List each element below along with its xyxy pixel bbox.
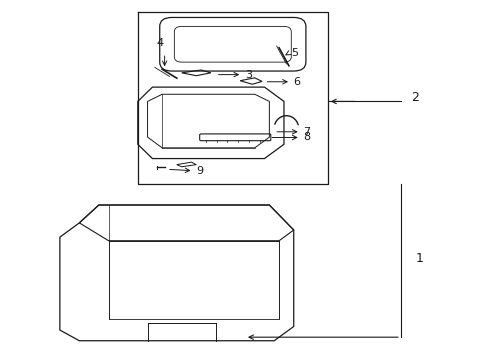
Text: 6: 6 <box>267 77 301 87</box>
Text: 1: 1 <box>416 252 423 265</box>
Text: 7: 7 <box>277 127 311 137</box>
Text: 8: 8 <box>272 132 311 143</box>
Text: 2: 2 <box>411 91 418 104</box>
Text: 3: 3 <box>219 69 252 80</box>
Text: 9: 9 <box>170 166 203 176</box>
Text: 4: 4 <box>156 38 163 48</box>
Text: 5: 5 <box>291 48 298 58</box>
